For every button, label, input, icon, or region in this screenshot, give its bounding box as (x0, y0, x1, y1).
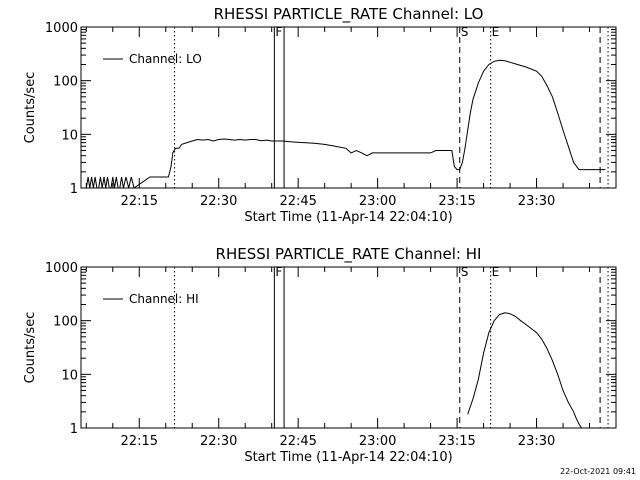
legend-label: Channel: HI (129, 292, 199, 306)
chart-title: RHESSI PARTICLE_RATE Channel: HI (216, 245, 482, 264)
y-tick-label: 1000 (45, 21, 78, 36)
marker-label-s: S (461, 25, 469, 39)
x-tick-label: 23:15 (438, 434, 475, 449)
y-tick-label: 1 (70, 182, 78, 197)
x-tick-label: 22:15 (121, 434, 158, 449)
x-tick-label: 22:45 (279, 434, 316, 449)
series-line (467, 312, 583, 428)
x-tick-label: 22:45 (279, 194, 316, 209)
x-tick-label: 23:00 (359, 194, 396, 209)
chart-panel-lo: RHESSI PARTICLE_RATE Channel: LO 1 10 100 10… (23, 5, 617, 225)
x-tick-label: 22:30 (200, 194, 237, 209)
y-axis-label: Counts/sec (23, 312, 38, 384)
marker-label-f: F (275, 265, 282, 279)
y-tick-label: 100 (53, 315, 78, 330)
x-tick-label: 23:30 (518, 434, 555, 449)
x-axis-label: Start Time (11-Apr-14 22:04:10) (244, 450, 452, 465)
legend-label: Channel: LO (129, 52, 202, 66)
marker-label-e: E (492, 265, 500, 279)
x-tick-label: 23:30 (518, 194, 555, 209)
plot-frame (80, 266, 617, 429)
x-axis-label: Start Time (11-Apr-14 22:04:10) (244, 210, 452, 225)
x-tick-label: 22:15 (121, 194, 158, 209)
series-line (85, 59, 606, 188)
y-axis-label: Counts/sec (23, 72, 38, 144)
y-tick-label: 10 (61, 368, 78, 383)
x-tick-label: 22:30 (200, 434, 237, 449)
marker-label-f: F (275, 25, 282, 39)
y-tick-label: 10 (61, 128, 78, 143)
plot-frame (80, 26, 617, 189)
x-tick-label: 23:15 (438, 194, 475, 209)
y-tick-label: 100 (53, 75, 78, 90)
marker-label-s: S (461, 265, 469, 279)
chart-panel-hi: RHESSI PARTICLE_RATE Channel: HI 1 10 100 10… (23, 245, 617, 465)
chart-title: RHESSI PARTICLE_RATE Channel: LO (214, 5, 484, 24)
y-tick-label: 1000 (45, 261, 78, 276)
footer-timestamp: 22-Oct-2021 09:41 (560, 467, 636, 476)
marker-label-e: E (492, 25, 500, 39)
x-tick-label: 23:00 (359, 434, 396, 449)
y-tick-label: 1 (70, 422, 78, 437)
